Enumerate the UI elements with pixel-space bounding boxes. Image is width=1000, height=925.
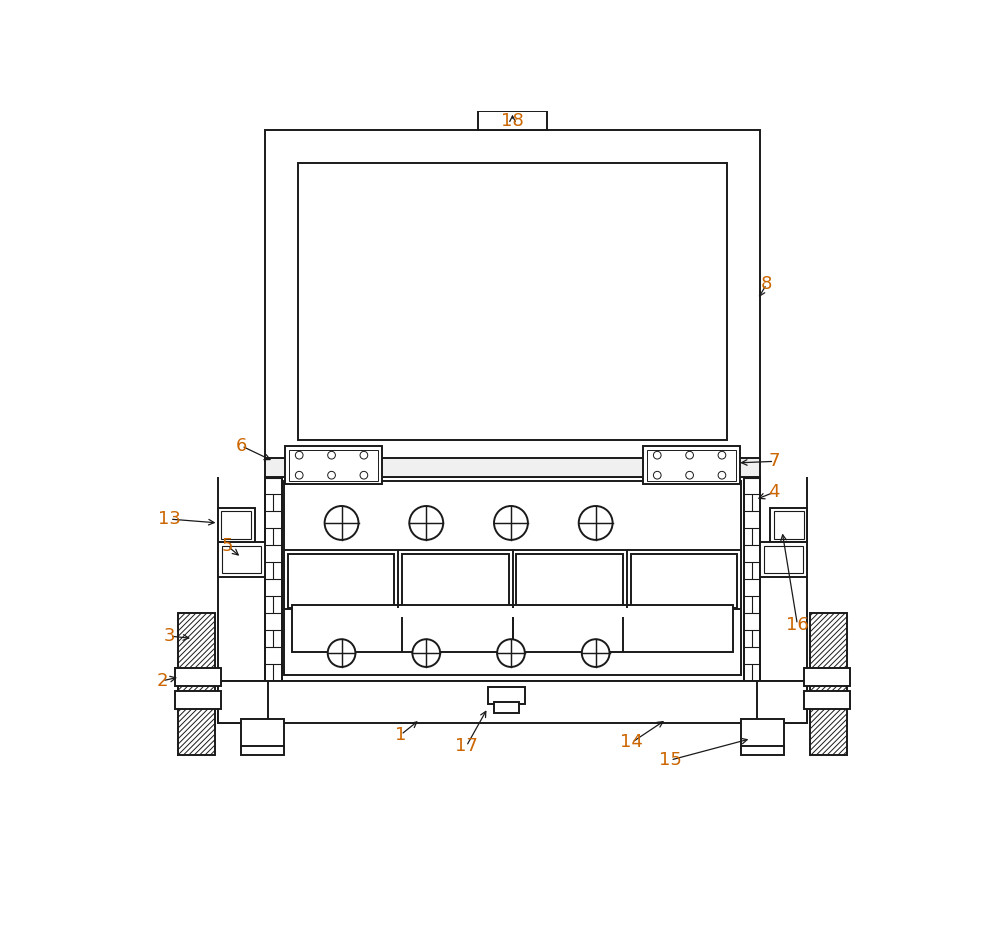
Bar: [218, 681, 807, 723]
Bar: [741, 746, 784, 756]
Circle shape: [497, 639, 525, 667]
Bar: [265, 130, 760, 462]
Bar: [218, 508, 255, 542]
Circle shape: [295, 472, 303, 479]
Bar: [810, 613, 847, 756]
Bar: [741, 719, 784, 747]
Bar: [478, 111, 547, 130]
Bar: [494, 702, 519, 713]
Circle shape: [328, 639, 355, 667]
Circle shape: [718, 451, 726, 459]
Bar: [774, 511, 804, 539]
Circle shape: [360, 472, 368, 479]
Circle shape: [412, 639, 440, 667]
Text: 5: 5: [222, 537, 233, 555]
Bar: [221, 511, 251, 539]
Circle shape: [360, 451, 368, 459]
Bar: [804, 668, 850, 686]
Bar: [241, 719, 284, 747]
Circle shape: [686, 472, 693, 479]
Bar: [178, 613, 215, 756]
Bar: [631, 554, 737, 608]
Bar: [804, 691, 850, 709]
Circle shape: [325, 506, 358, 540]
Circle shape: [328, 451, 335, 459]
Bar: [516, 554, 623, 608]
Text: 8: 8: [761, 276, 772, 293]
Bar: [285, 446, 382, 485]
Text: 6: 6: [236, 437, 247, 455]
Bar: [218, 542, 265, 577]
Bar: [222, 546, 261, 573]
Bar: [764, 546, 803, 573]
Text: 14: 14: [620, 734, 643, 751]
Text: 13: 13: [158, 510, 181, 528]
Bar: [760, 542, 807, 577]
Circle shape: [494, 506, 528, 540]
Circle shape: [582, 639, 610, 667]
Bar: [241, 746, 284, 756]
Bar: [292, 605, 733, 651]
Bar: [488, 687, 525, 704]
Text: 7: 7: [769, 452, 780, 470]
Text: 3: 3: [164, 627, 176, 645]
Text: 16: 16: [786, 616, 809, 634]
Circle shape: [653, 451, 661, 459]
Bar: [288, 554, 394, 608]
Bar: [175, 691, 221, 709]
Text: 1: 1: [395, 726, 407, 744]
Bar: [647, 450, 736, 481]
Text: 18: 18: [501, 112, 524, 130]
Bar: [265, 476, 282, 681]
Bar: [757, 681, 807, 723]
Text: 17: 17: [455, 737, 478, 755]
Text: 15: 15: [659, 751, 682, 769]
Text: 2: 2: [156, 672, 168, 690]
Bar: [175, 668, 221, 686]
Bar: [402, 554, 509, 608]
Bar: [298, 164, 727, 439]
Text: 4: 4: [769, 483, 780, 501]
Circle shape: [718, 472, 726, 479]
Circle shape: [579, 506, 613, 540]
Bar: [284, 481, 741, 674]
Bar: [643, 446, 740, 485]
Circle shape: [653, 472, 661, 479]
Circle shape: [686, 451, 693, 459]
Bar: [218, 681, 268, 723]
Circle shape: [328, 472, 335, 479]
Bar: [770, 508, 807, 542]
Bar: [265, 458, 760, 476]
Bar: [265, 476, 760, 681]
Circle shape: [295, 451, 303, 459]
Bar: [744, 476, 760, 681]
Bar: [289, 450, 378, 481]
Circle shape: [409, 506, 443, 540]
